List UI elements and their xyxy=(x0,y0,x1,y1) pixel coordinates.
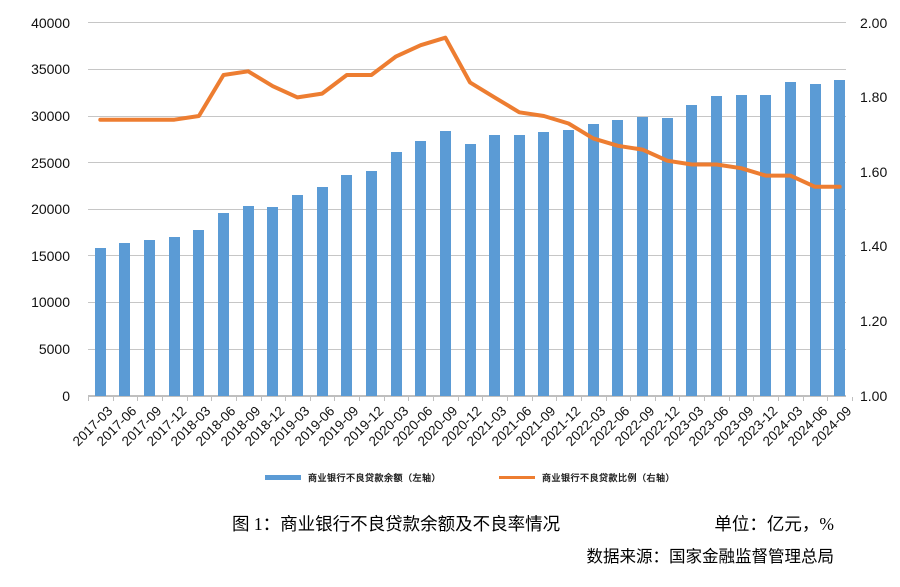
left-axis-tick-label: 0 xyxy=(62,387,70,404)
npl-balance-bar xyxy=(415,140,427,396)
npl-balance-bar xyxy=(439,131,451,396)
npl-balance-bar xyxy=(144,239,156,396)
legend-item-ratio: 商业银行不良贷款比例（右轴） xyxy=(499,471,675,484)
right-axis-tick-label: 2.00 xyxy=(860,14,888,31)
ratio-series-swatch xyxy=(499,476,535,479)
left-axis-tick-label: 10000 xyxy=(31,294,70,311)
figure-caption: 图 1：商业银行不良贷款余额及不良率情况 单位：亿元，% 数据来源：国家金融监督… xyxy=(232,511,834,567)
x-axis-tick xyxy=(260,396,262,401)
x-axis-tick xyxy=(309,396,311,401)
x-axis-tick xyxy=(161,396,163,401)
npl-balance-bar xyxy=(612,120,624,396)
x-axis-tick xyxy=(433,396,435,401)
npl-balance-bar xyxy=(291,194,303,396)
left-axis-tick-label: 5000 xyxy=(38,341,70,357)
x-axis-tick xyxy=(408,396,410,401)
x-axis-tick xyxy=(827,396,829,401)
figure-title: 图 1：商业银行不良贷款余额及不良率情况 xyxy=(232,514,561,534)
npl-balance-bar xyxy=(809,84,821,396)
left-axis-tick-label: 25000 xyxy=(31,154,70,171)
x-axis-tick xyxy=(88,396,89,401)
legend-label-balance: 商业银行不良贷款余额（左轴） xyxy=(307,473,441,483)
right-axis-tick-label: 1.00 xyxy=(860,387,888,404)
x-axis-tick xyxy=(531,396,533,401)
npl-balance-bar xyxy=(489,135,501,396)
npl-balance-bar xyxy=(513,135,525,396)
gridline xyxy=(88,68,846,70)
x-axis-tick xyxy=(235,396,237,401)
legend-item-balance: 商业银行不良贷款余额（左轴） xyxy=(264,471,441,484)
right-axis-tick-label: 1.20 xyxy=(860,313,888,330)
left-axis-tick-label: 30000 xyxy=(31,108,70,124)
legend-label-ratio: 商业银行不良贷款比例（右轴） xyxy=(542,473,676,483)
npl-balance-bar xyxy=(218,213,230,396)
left-axis-tick-label: 20000 xyxy=(31,201,70,218)
gridline xyxy=(88,115,846,117)
x-axis-tick xyxy=(359,396,361,401)
npl-balance-bar xyxy=(710,95,722,396)
npl-balance-bar xyxy=(341,174,353,396)
x-axis-tick xyxy=(630,396,632,401)
figure-unit: 单位：亿元，% xyxy=(714,514,834,534)
npl-balance-bar xyxy=(94,248,106,396)
npl-balance-bar xyxy=(563,130,575,396)
left-axis-tick-label: 40000 xyxy=(31,14,70,31)
npl-balance-bar xyxy=(168,236,180,396)
right-axis-tick-label: 1.40 xyxy=(860,238,888,255)
x-axis-tick xyxy=(112,396,114,401)
npl-balance-bar xyxy=(267,206,279,396)
right-axis-tick-label: 1.80 xyxy=(860,89,888,106)
npl-balance-bar xyxy=(390,152,402,396)
npl-balance-bar xyxy=(316,187,328,396)
x-axis-tick xyxy=(778,396,780,401)
x-axis-tick xyxy=(556,396,558,401)
x-axis-tick xyxy=(457,396,459,401)
npl-balance-bar xyxy=(686,104,698,396)
npl-balance-bar xyxy=(661,117,673,396)
x-axis-tick xyxy=(704,396,706,401)
x-axis-tick xyxy=(137,396,139,401)
x-axis-tick xyxy=(383,396,385,401)
x-axis-tick xyxy=(654,396,656,401)
x-axis-tick xyxy=(506,396,508,401)
npl-balance-bar xyxy=(735,94,747,396)
x-axis-tick xyxy=(728,396,730,401)
x-axis-line xyxy=(88,394,846,397)
x-axis-tick xyxy=(753,396,755,401)
x-axis-tick xyxy=(679,396,681,401)
x-axis-tick xyxy=(852,396,853,401)
left-axis-tick-label: 15000 xyxy=(31,247,70,264)
left-axis-tick-label: 35000 xyxy=(31,61,70,78)
chart-legend: 商业银行不良贷款余额（左轴） 商业银行不良贷款比例（右轴） xyxy=(88,471,852,484)
npl-balance-bar xyxy=(784,81,796,396)
x-axis-tick xyxy=(285,396,287,401)
npl-balance-bar xyxy=(760,94,772,396)
npl-balance-bar xyxy=(464,143,476,396)
npl-balance-bar xyxy=(365,170,377,396)
x-axis-tick xyxy=(186,396,188,401)
npl-balance-bar xyxy=(242,206,254,396)
x-axis-tick xyxy=(334,396,336,401)
x-axis-tick xyxy=(802,396,804,401)
npl-balance-bar xyxy=(538,131,550,396)
x-axis-tick xyxy=(211,396,213,401)
figure-source: 数据来源：国家金融监督管理总局 xyxy=(586,547,835,566)
npl-balance-bar xyxy=(637,116,649,396)
x-axis-tick xyxy=(580,396,582,401)
npl-balance-bar xyxy=(587,124,599,396)
x-axis-tick xyxy=(605,396,607,401)
right-axis-tick-label: 1.60 xyxy=(860,163,888,180)
npl-balance-bar xyxy=(834,80,846,396)
npl-balance-bar xyxy=(193,230,205,396)
balance-series-swatch xyxy=(264,475,301,480)
npl-balance-bar xyxy=(119,243,131,396)
x-axis-tick xyxy=(482,396,484,401)
gridline xyxy=(88,22,846,24)
